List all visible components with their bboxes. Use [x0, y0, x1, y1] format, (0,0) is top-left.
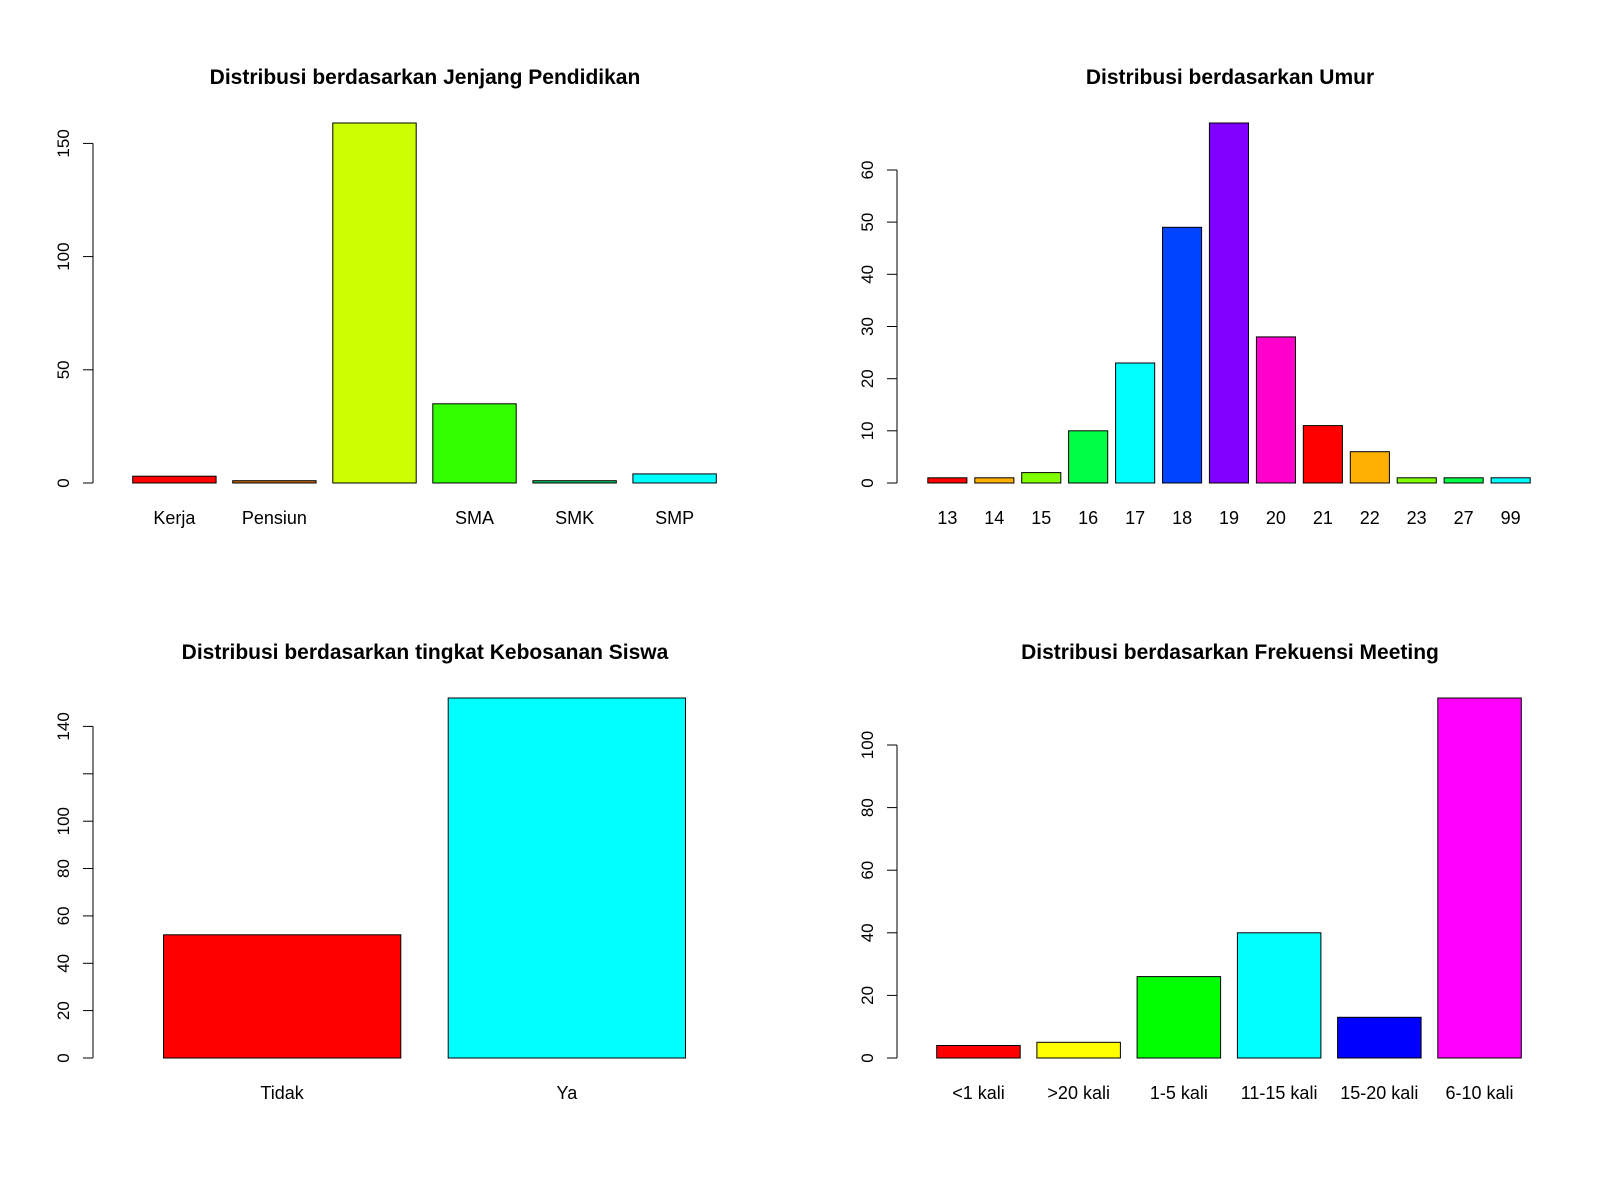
bar-27	[1443, 477, 1484, 484]
x-tick-label: 99	[1501, 508, 1521, 528]
panel-age: Distribusi berdasarkan Umur 13 14 15 16 17 18…	[858, 66, 1531, 528]
bar-SMK	[532, 480, 617, 484]
x-tick-label: 14	[984, 508, 1004, 528]
bar-Ya	[447, 697, 687, 1059]
x-tick-label: 1-5 kali	[1150, 1083, 1208, 1103]
x-tick-label: 15	[1031, 508, 1051, 528]
x-tick-label: 11-15 kali	[1241, 1083, 1318, 1103]
bar-21	[1302, 425, 1343, 484]
x-tick-label: SMK	[555, 508, 594, 528]
x-tick-label: 20	[1266, 508, 1286, 528]
bar-1-5 kali	[1136, 976, 1222, 1059]
y-tick-label: 0	[54, 1053, 73, 1062]
x-tick-label: Tidak	[260, 1083, 304, 1103]
bar-15	[1021, 472, 1062, 484]
y-tick-label: 60	[858, 161, 877, 180]
x-tick-label: 21	[1313, 508, 1333, 528]
y-tick-label: 40	[858, 923, 877, 942]
bar-Tidak	[163, 934, 402, 1059]
y-tick-label: 100	[858, 731, 877, 759]
x-tick-label: SMA	[455, 508, 494, 528]
chart-title: Distribusi berdasarkan Jenjang Pendidika…	[210, 66, 641, 89]
bar-15-20 kali	[1337, 1016, 1422, 1059]
bar-Pensiun	[232, 480, 317, 484]
panel-meeting-frequency: Distribusi berdasarkan Frekuensi Meeting…	[858, 641, 1522, 1103]
x-tick-label: <1 kali	[952, 1083, 1005, 1103]
bar-unlabeled	[332, 122, 417, 484]
x-tick-label: >20 kali	[1047, 1083, 1110, 1103]
x-tick-label: 23	[1407, 508, 1427, 528]
y-tick-label: 50	[54, 360, 73, 379]
y-tick-label: 60	[858, 861, 877, 880]
chart-title: Distribusi berdasarkan Umur	[1086, 66, 1374, 89]
y-tick-label: 20	[54, 1001, 73, 1020]
y-tick-label: 20	[858, 369, 877, 388]
y-tick-label: 20	[858, 986, 877, 1005]
y-tick-label: 140	[54, 712, 73, 740]
x-tick-label: 17	[1125, 508, 1145, 528]
bar-14	[974, 477, 1015, 484]
x-tick-label: 13	[937, 508, 957, 528]
x-tick-label: 19	[1219, 508, 1239, 528]
x-tick-label: Pensiun	[242, 508, 307, 528]
x-tick-label: Ya	[557, 1083, 579, 1103]
y-tick-label: 10	[858, 421, 877, 440]
y-tick-label: 0	[54, 478, 73, 487]
y-tick-label: 30	[858, 317, 877, 336]
chart-title: Distribusi berdasarkan Frekuensi Meeting	[1021, 641, 1439, 664]
y-tick-label: 60	[54, 906, 73, 925]
bar->20 kali	[1036, 1041, 1121, 1059]
y-tick-label: 40	[858, 265, 877, 284]
bar-<1 kali	[936, 1045, 1021, 1059]
bar-20	[1255, 336, 1297, 484]
bar-Kerja	[132, 475, 217, 484]
bar-13	[927, 477, 968, 484]
x-tick-label: SMP	[655, 508, 694, 528]
bar-6-10 kali	[1437, 697, 1522, 1059]
bar-18	[1162, 226, 1203, 484]
x-tick-label: 22	[1360, 508, 1380, 528]
x-tick-label: 6-10 kali	[1445, 1083, 1513, 1103]
y-tick-label: 80	[54, 859, 73, 878]
y-tick-label: 50	[858, 213, 877, 232]
panel-boredom: Distribusi berdasarkan tingkat Kebosanan…	[54, 641, 687, 1103]
chart-title: Distribusi berdasarkan tingkat Kebosanan…	[182, 641, 669, 664]
x-tick-label: 27	[1454, 508, 1474, 528]
y-tick-label: 100	[54, 807, 73, 835]
y-tick-label: 0	[858, 1053, 877, 1062]
y-tick-label: 100	[54, 242, 73, 270]
x-tick-label: 15-20 kali	[1340, 1083, 1418, 1103]
x-tick-label: Kerja	[153, 508, 196, 528]
bar-SMA	[432, 403, 517, 484]
y-tick-label: 80	[858, 798, 877, 817]
bar-16	[1068, 430, 1109, 484]
panel-education: Distribusi berdasarkan Jenjang Pendidika…	[54, 66, 717, 528]
x-tick-label: 16	[1078, 508, 1098, 528]
bar-99	[1490, 477, 1531, 484]
y-tick-label: 0	[858, 478, 877, 487]
bar-22	[1349, 451, 1390, 484]
y-tick-label: 150	[54, 129, 73, 157]
y-tick-label: 40	[54, 954, 73, 973]
x-tick-label: 18	[1172, 508, 1192, 528]
bar-17	[1115, 362, 1156, 484]
bar-11-15 kali	[1236, 932, 1322, 1059]
bar-19	[1208, 122, 1250, 484]
bar-SMP	[632, 473, 717, 484]
bar-23	[1396, 477, 1437, 484]
